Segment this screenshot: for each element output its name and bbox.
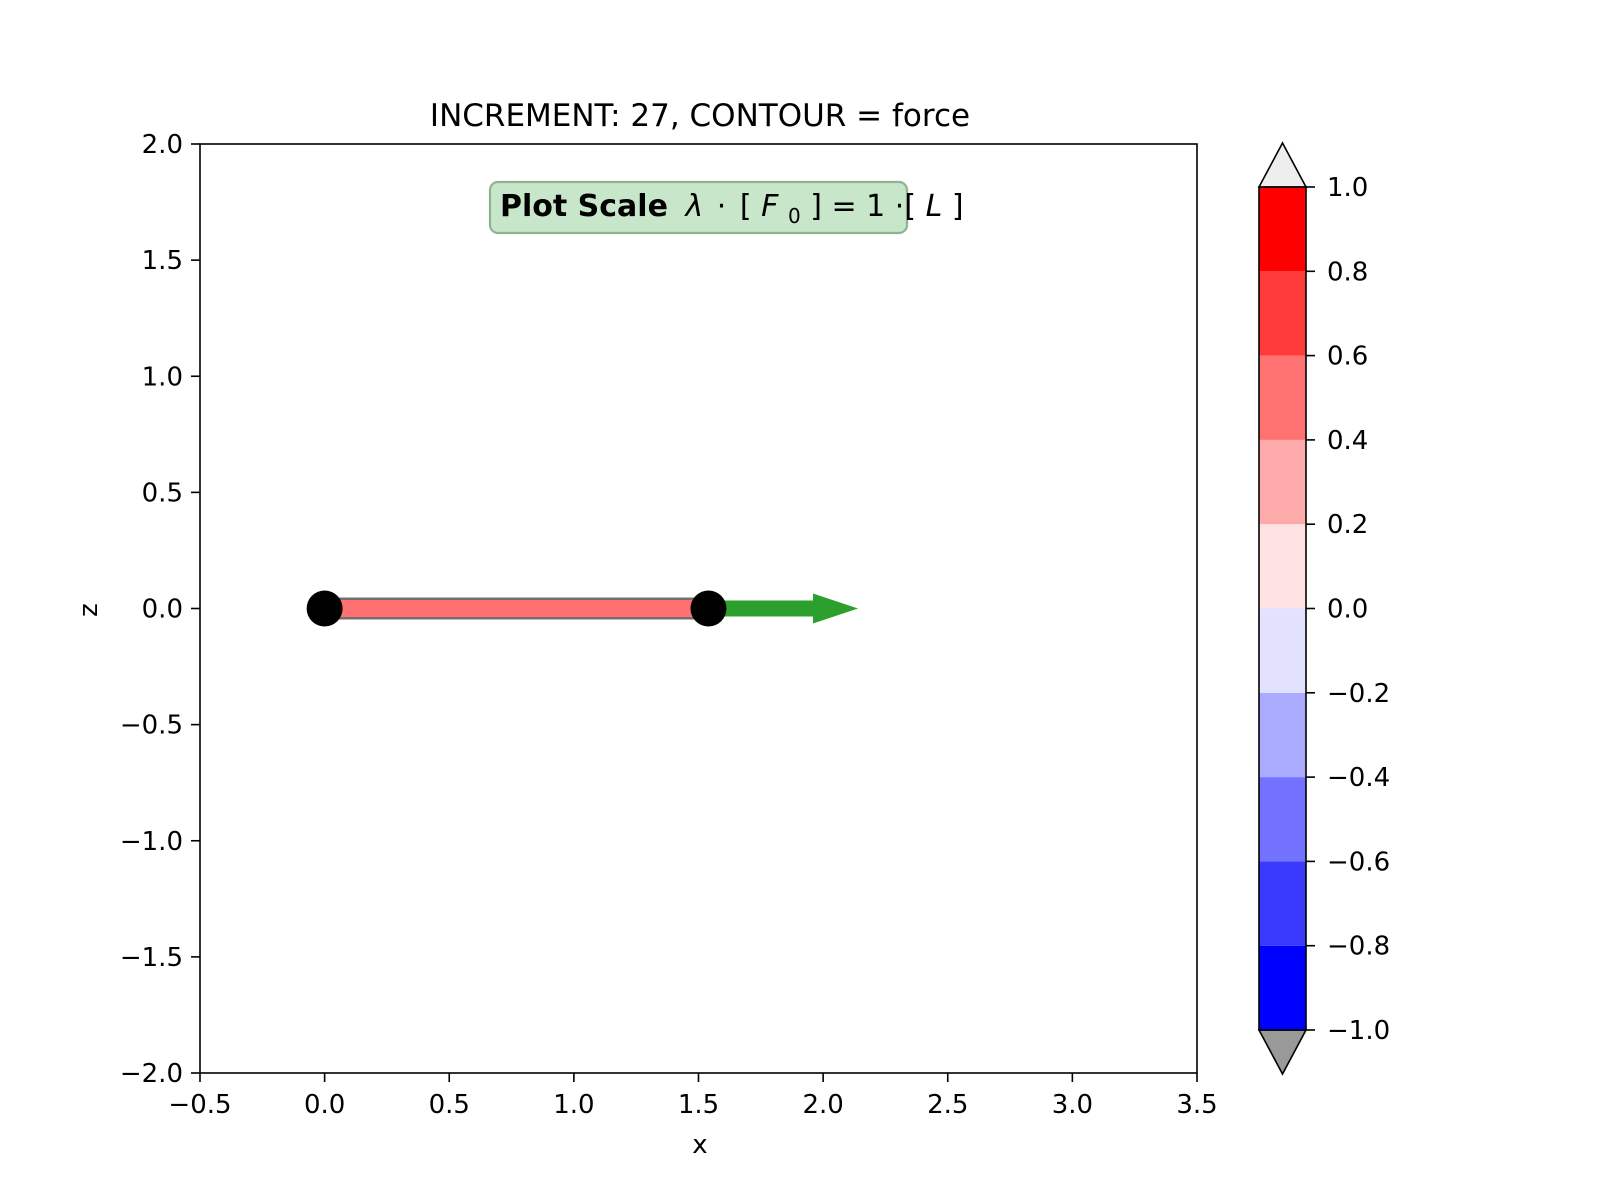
annotation-close-eq: ] = 1 ·[ bbox=[810, 189, 916, 224]
annotation-open: [ bbox=[740, 189, 752, 224]
annotation-text: Plot Scale λ · [ F 0 ] = 1 ·[ L ] bbox=[500, 189, 964, 231]
colorbar-tick-label: −0.8 bbox=[1327, 932, 1390, 962]
colorbar-band bbox=[1259, 439, 1306, 525]
x-tick-label: 2.0 bbox=[802, 1090, 843, 1120]
y-tick-label: 1.5 bbox=[142, 246, 183, 276]
colorbar: −1.0 −0.8 −0.6 −0.4 −0.2 0.0 0.2 0.4 0.6 0.8 1.0 bbox=[1257, 141, 1390, 1076]
colorbar-band bbox=[1259, 945, 1306, 1030]
colorbar-tick-label: 1.0 bbox=[1327, 173, 1368, 203]
x-tick-label: 1.0 bbox=[553, 1090, 594, 1120]
colorbar-band bbox=[1259, 271, 1306, 356]
y-tick-label: −1.5 bbox=[120, 943, 183, 973]
colorbar-tick-label: −0.4 bbox=[1327, 763, 1390, 793]
colorbar-tick-label: −1.0 bbox=[1327, 1016, 1390, 1046]
colorbar-tick-label: 0.4 bbox=[1327, 426, 1368, 456]
colorbar-band bbox=[1259, 187, 1306, 272]
y-tick-label: 2.0 bbox=[142, 130, 183, 160]
colorbar-band bbox=[1259, 608, 1306, 693]
x-tick-label: 3.0 bbox=[1052, 1090, 1093, 1120]
colorbar-tick-label: 0.2 bbox=[1327, 510, 1368, 540]
annotation-lambda: λ bbox=[683, 189, 703, 224]
load-arrow bbox=[708, 593, 859, 624]
colorbar-band bbox=[1259, 861, 1306, 946]
node-point bbox=[306, 590, 343, 627]
y-tick-label: −2.0 bbox=[120, 1059, 183, 1089]
colorbar-tick-label: 0.0 bbox=[1327, 595, 1368, 625]
chart-title: INCREMENT: 27, CONTOUR = force bbox=[430, 98, 970, 134]
y-tick-label: 1.0 bbox=[142, 362, 183, 392]
annotation-dot: · bbox=[717, 189, 727, 224]
y-tick-label: −1.0 bbox=[120, 827, 183, 857]
annotation-bold: Plot Scale bbox=[500, 189, 668, 224]
annotation-f: F bbox=[761, 189, 779, 224]
colorbar-band bbox=[1259, 524, 1306, 609]
colorbar-tick-label: −0.6 bbox=[1327, 847, 1390, 877]
colorbar-tick-label: 0.6 bbox=[1327, 342, 1368, 372]
x-axis-label: x bbox=[692, 1130, 707, 1160]
node-point bbox=[690, 590, 727, 627]
plot-area bbox=[306, 590, 859, 627]
x-tick-label: 0.5 bbox=[429, 1090, 470, 1120]
annotation-box bbox=[488, 180, 909, 235]
colorbar-extend-max bbox=[1257, 141, 1308, 188]
colorbar-band bbox=[1259, 355, 1306, 440]
colorbar-band bbox=[1259, 692, 1306, 778]
x-tick-label: 2.5 bbox=[927, 1090, 968, 1120]
annotation-end: ] bbox=[952, 189, 964, 224]
colorbar-extend-min bbox=[1257, 1029, 1308, 1076]
x-tick-label: 1.5 bbox=[678, 1090, 719, 1120]
annotation-l: L bbox=[926, 189, 943, 224]
x-tick-label: 0.0 bbox=[304, 1090, 345, 1120]
x-tick-label: −0.5 bbox=[168, 1090, 231, 1120]
y-tick-label: −0.5 bbox=[120, 711, 183, 741]
y-axis-label: z bbox=[74, 603, 104, 617]
annotation-sub: 0 bbox=[788, 204, 801, 228]
colorbar-band bbox=[1259, 777, 1306, 862]
axes: −0.5 0.0 0.5 1.0 1.5 2.0 2.5 3.0 3.5 −2.0 −1.5 −1.0… bbox=[120, 130, 1218, 1120]
y-tick-label: 0.5 bbox=[142, 478, 183, 508]
x-tick-label: 3.5 bbox=[1176, 1090, 1217, 1120]
y-tick-label: 0.0 bbox=[142, 595, 183, 625]
colorbar-tick-label: 0.8 bbox=[1327, 257, 1368, 287]
colorbar-tick-label: −0.2 bbox=[1327, 679, 1390, 709]
plot-scale-annotation: Plot Scale λ · [ F 0 ] = 1 ·[ L ] bbox=[488, 180, 964, 235]
